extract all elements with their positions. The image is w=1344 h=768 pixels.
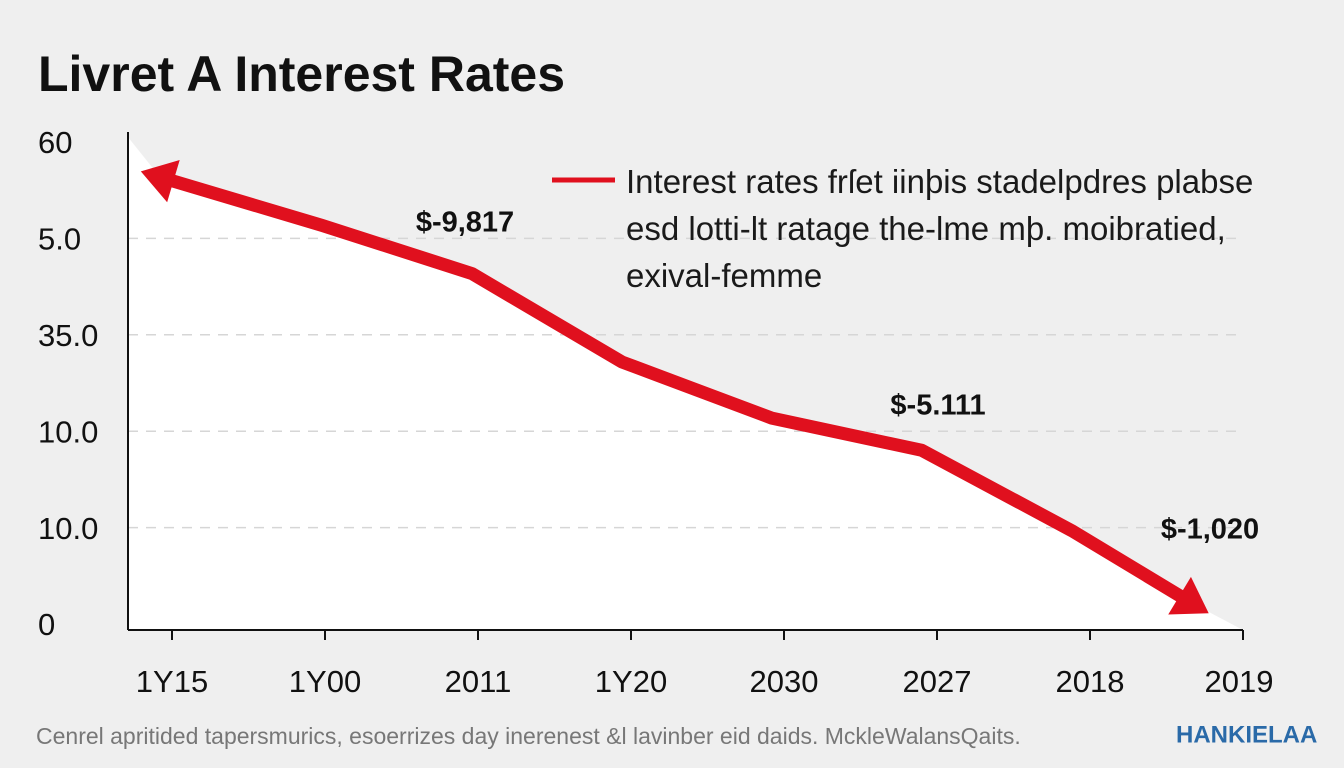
x-tick-label: 1Y15 — [136, 664, 208, 699]
x-tick-label: 2019 — [1205, 664, 1274, 699]
x-tick-label: 2018 — [1056, 664, 1125, 699]
y-tick-label: 10.0 — [38, 511, 98, 546]
x-tick-label: 1Y20 — [595, 664, 667, 699]
area — [128, 137, 1243, 630]
footer: Cenrel apritided tapersmurics, esoerrize… — [36, 723, 1021, 749]
line — [158, 170, 1195, 609]
x-tick-label: 2030 — [750, 664, 819, 699]
y-tick-label: 10.0 — [38, 414, 98, 449]
arrow-head-end — [1168, 576, 1209, 615]
x-tick-label: 2027 — [903, 664, 972, 699]
annotation: $-1,020 — [1161, 514, 1259, 546]
logo: HANKIELAA — [1176, 721, 1317, 748]
legend-label: Interest rates frſet iinþis stadelpdres … — [626, 163, 1254, 294]
y-tick-label: 35.0 — [38, 318, 98, 353]
chart-title: Livret A Interest Rates — [38, 46, 565, 102]
y-tick-label: 60 — [38, 125, 72, 160]
y-tick-label: 0 — [38, 607, 55, 642]
x-tick-label: 2011 — [445, 664, 512, 699]
annotation: $-9,817 — [416, 207, 514, 239]
annotation: $-5.111 — [890, 390, 985, 422]
x-tick-label: 1Y00 — [289, 664, 361, 699]
y-tick-label: 5.0 — [38, 222, 81, 257]
arrow-head-start — [140, 160, 180, 203]
